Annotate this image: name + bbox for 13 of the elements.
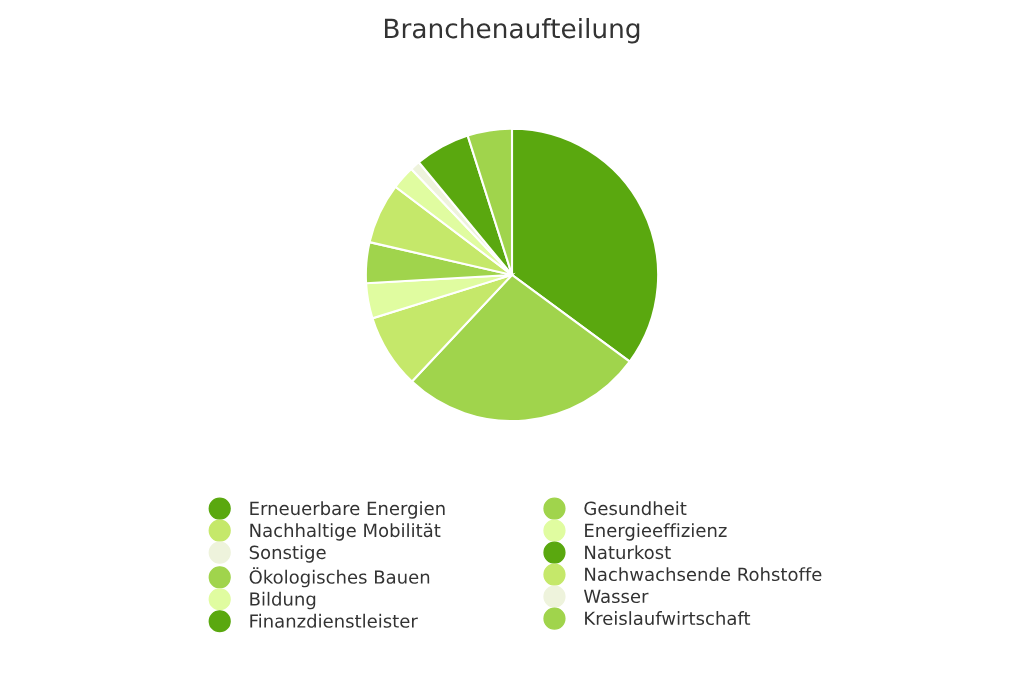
legend-label: Bildung xyxy=(250,591,316,610)
legend-label: Energieeffizienz xyxy=(585,523,727,541)
legend-label: Wasser xyxy=(583,589,649,604)
legend-label: Sonstige xyxy=(249,545,326,563)
legend-label: Gesundheit xyxy=(584,501,687,516)
legend-label: Kreislaufwirtschaft xyxy=(585,611,751,626)
legend-label: Nachhaltige Mobilität xyxy=(250,523,441,541)
legend-label: Ökologisches Bauen xyxy=(249,567,430,588)
legend-label: Erneuerbare Energien xyxy=(250,501,445,519)
legend-label: Nachwachsende Rohstoffe xyxy=(585,567,822,582)
legend-label: Finanzdienstleister xyxy=(250,613,418,628)
chart-title: Branchenaufteilung xyxy=(384,17,640,44)
legend-label: Naturkost xyxy=(585,545,671,560)
